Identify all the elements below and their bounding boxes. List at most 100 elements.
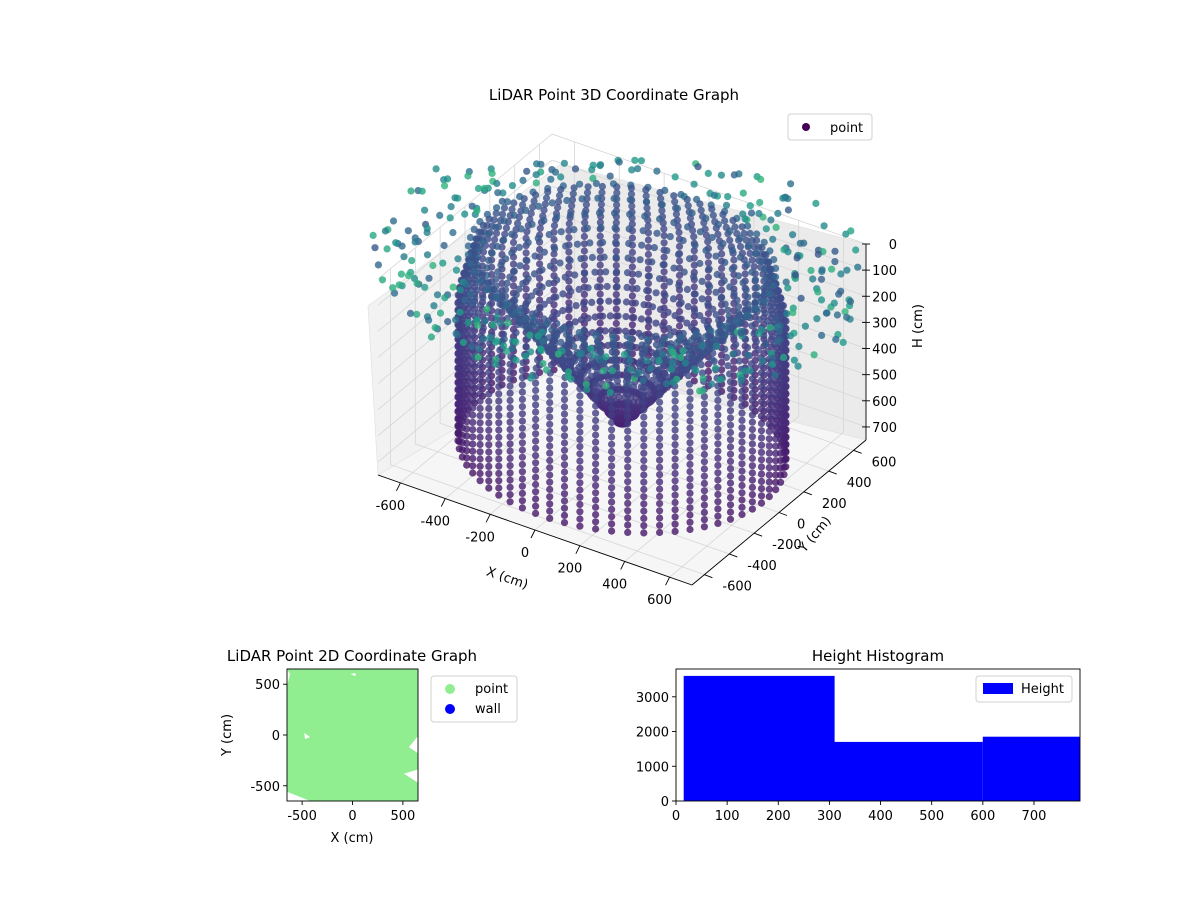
point-3d — [519, 359, 527, 367]
point-3d — [655, 383, 663, 391]
point-3d — [605, 297, 613, 305]
point-3d — [793, 254, 801, 262]
point-3d — [726, 465, 735, 473]
point-3d — [642, 192, 650, 200]
point-3d — [587, 344, 595, 352]
point-3d — [596, 290, 604, 298]
point-3d — [516, 262, 524, 270]
point-3d — [656, 442, 664, 450]
point-3d — [561, 273, 569, 281]
point-3d — [686, 402, 694, 411]
point-3d — [485, 397, 493, 405]
y-tick — [753, 532, 763, 537]
point-3d — [611, 224, 619, 232]
point-3d — [719, 337, 727, 345]
point-3d — [495, 375, 503, 383]
point-3d — [476, 469, 484, 478]
point-3d — [656, 188, 664, 197]
point-3d — [712, 342, 720, 350]
point-3d — [451, 194, 459, 202]
point-3d — [644, 323, 653, 331]
point-3d — [748, 404, 757, 412]
point-3d — [690, 297, 698, 305]
point-3d — [765, 369, 773, 378]
grid-y-line — [390, 268, 705, 576]
point-3d — [683, 195, 691, 204]
point-3d — [684, 372, 693, 380]
point-3d — [738, 223, 746, 231]
point-3d — [612, 247, 620, 255]
point-3d — [576, 406, 584, 414]
point-3d — [738, 503, 746, 511]
z-tick-label: 500 — [872, 369, 897, 384]
point-3d — [726, 316, 734, 324]
point-3d — [633, 285, 641, 293]
point-3d — [625, 225, 633, 233]
point-3d — [644, 236, 653, 244]
point-3d — [581, 210, 589, 218]
point-3d — [522, 206, 530, 214]
point-3d — [665, 325, 673, 333]
point-3d — [517, 225, 525, 233]
point-3d — [700, 494, 709, 502]
point-3d — [696, 200, 704, 208]
point-3d — [381, 227, 389, 235]
point-3d — [684, 223, 692, 231]
point-3d — [704, 273, 713, 281]
point-3d — [652, 341, 661, 349]
point-3d — [757, 175, 765, 183]
point-3d — [700, 407, 709, 415]
point-3d — [506, 462, 514, 470]
point-3d — [540, 206, 548, 214]
point-3d — [738, 481, 746, 490]
point-3d — [474, 309, 482, 317]
point-3d — [389, 284, 397, 292]
point-3d — [658, 207, 666, 215]
point-3d — [479, 221, 487, 230]
point-3d — [461, 210, 469, 218]
point-3d — [470, 242, 478, 250]
point-3d — [515, 308, 524, 316]
point-3d — [374, 261, 382, 269]
point-3d — [431, 324, 439, 332]
point-3d — [491, 360, 499, 368]
point-3d — [423, 251, 432, 259]
point-3d — [726, 283, 734, 291]
z-tick-label: 600 — [872, 395, 897, 410]
point-3d — [564, 340, 573, 348]
point-3d — [760, 297, 768, 305]
point-3d — [564, 372, 572, 381]
x-tick-label: 600 — [647, 593, 672, 608]
point-3d — [560, 461, 569, 469]
point-3d — [696, 259, 704, 268]
point-3d — [452, 330, 460, 338]
point-3d — [640, 420, 648, 428]
point-3d — [700, 523, 709, 531]
point-3d — [772, 435, 780, 443]
point-3d — [495, 469, 503, 478]
point-3d — [728, 324, 736, 332]
point-3d — [592, 395, 600, 403]
point-3d — [463, 331, 471, 339]
point-3d — [596, 232, 604, 240]
point-3d — [748, 440, 757, 448]
point-3d — [470, 268, 478, 276]
point-3d — [789, 309, 797, 317]
point-3d — [476, 462, 484, 470]
point-3d — [596, 319, 604, 327]
point-3d — [772, 399, 780, 407]
point-3d — [738, 431, 746, 439]
point-3d — [551, 168, 560, 176]
point-3d — [675, 322, 684, 330]
point-3d — [527, 292, 536, 300]
point-3d — [546, 420, 554, 428]
point-3d — [714, 469, 722, 477]
point-3d — [717, 171, 726, 179]
point-3d — [772, 486, 780, 494]
point-3d — [592, 402, 600, 410]
point-3d — [546, 427, 554, 436]
point-3d — [640, 383, 648, 392]
point-3d — [748, 375, 757, 383]
point-3d — [576, 443, 584, 451]
point-3d — [730, 365, 738, 373]
